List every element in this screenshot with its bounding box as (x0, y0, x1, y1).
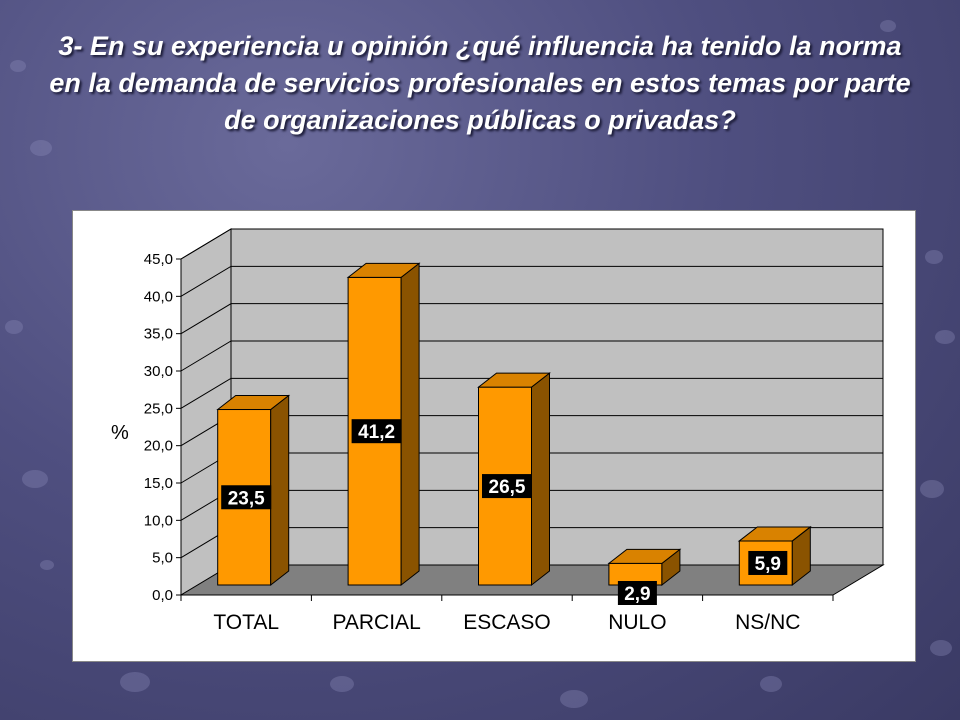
gridline (180, 303, 883, 335)
y-tick-label: 35,0 (144, 326, 173, 343)
bar-top (607, 548, 682, 564)
value-label: 41,2 (358, 422, 395, 443)
y-tick-label: 25,0 (144, 400, 173, 417)
y-tick-label: 10,0 (144, 512, 173, 529)
gridline (180, 377, 883, 409)
decor-dot (5, 320, 23, 334)
decor-dot (330, 676, 354, 692)
decor-dot (930, 640, 952, 656)
bar-top (216, 395, 291, 411)
decor-dot (880, 20, 896, 32)
value-label-box (482, 474, 532, 499)
decor-dot (925, 250, 943, 264)
decor-dot (22, 470, 48, 488)
y-tick-label: 40,0 (144, 288, 173, 305)
decor-dot (920, 480, 944, 498)
bar-side (400, 262, 420, 587)
x-category-label: NULO (608, 611, 666, 634)
x-category-label: TOTAL (213, 611, 279, 634)
bar-top (477, 372, 551, 388)
y-tick-label: 0,0 (152, 587, 173, 604)
bar-top (346, 262, 421, 278)
y-tick-label: 20,0 (144, 438, 173, 455)
y-tick-label: 45,0 (144, 251, 173, 268)
slide-title: 3- En su experiencia u opinión ¿qué infl… (49, 31, 911, 135)
y-tick-label: 5,0 (152, 550, 173, 567)
value-label-box (351, 419, 402, 444)
decor-dot (935, 330, 955, 344)
decor-dot (40, 560, 54, 570)
chart-panel: 0,0 5,0 10,0 15,0 20,0 25,0 30,0 35,0 40,0 45,0 TO… (72, 210, 916, 662)
value-label-box (221, 485, 272, 510)
bar-top (737, 526, 812, 542)
value-label-box (748, 550, 788, 575)
bar-side (531, 372, 550, 587)
chart-back-wall (230, 228, 884, 566)
value-label: 2,9 (624, 584, 650, 605)
y-tick-label: 15,0 (144, 475, 173, 492)
bar-side (270, 394, 290, 587)
value-label: 26,5 (489, 477, 526, 498)
x-category-label: NS/NC (735, 611, 800, 634)
value-label: 23,5 (228, 488, 265, 509)
bar-chart: 0,0 5,0 10,0 15,0 20,0 25,0 30,0 35,0 40,0 45,0 TO… (111, 228, 885, 634)
gridline (180, 340, 883, 372)
value-label: 5,9 (755, 554, 781, 575)
x-category-label: ESCASO (463, 611, 551, 634)
gridline (180, 228, 883, 260)
y-tick-label: 30,0 (144, 363, 173, 380)
decor-dot (760, 676, 782, 692)
y-axis-label: % (111, 422, 129, 444)
gridline (180, 265, 883, 297)
decor-dot (10, 60, 26, 72)
value-label-box (617, 581, 657, 605)
x-category-label: PARCIAL (332, 611, 420, 634)
decor-dot (30, 140, 52, 156)
decor-dot (120, 672, 150, 692)
decor-dot (560, 690, 588, 708)
